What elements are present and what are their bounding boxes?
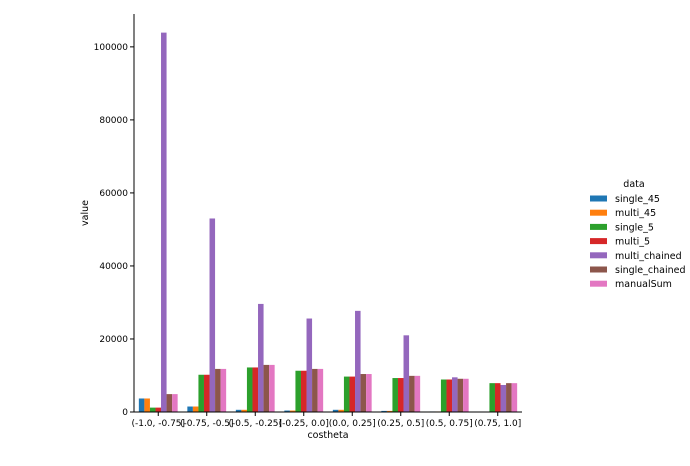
legend-swatch-multi_chained xyxy=(590,252,607,259)
x-ticks: (-1.0, -0.75](-0.75, -0.5](-0.5, -0.25](… xyxy=(131,412,521,429)
y-tick-label: 80000 xyxy=(99,116,128,126)
x-tick-label: (-0.25, 0.0] xyxy=(279,419,329,429)
bar-single_5 xyxy=(246,367,253,412)
y-tick-label: 100000 xyxy=(94,43,129,53)
bar-multi_chained xyxy=(452,377,458,412)
x-tick-label: (-1.0, -0.75] xyxy=(131,419,185,429)
bar-single_chained xyxy=(312,368,318,412)
bar-multi_chained xyxy=(209,218,216,412)
bar-manualSum xyxy=(414,375,421,412)
legend-label: multi_45 xyxy=(615,208,656,219)
bar-multi_chained xyxy=(306,318,313,412)
bar-single_chained xyxy=(215,368,221,412)
y-tick-label: 0 xyxy=(122,408,128,418)
legend-label: manualSum xyxy=(615,279,672,290)
y-ticks: 0 20000 40000 60000 80000 100000 xyxy=(94,43,134,418)
bar-single_5 xyxy=(440,379,447,412)
legend-title: data xyxy=(623,179,644,190)
legend-swatch-manualSum xyxy=(590,280,607,287)
legend-swatch-multi_45 xyxy=(590,209,607,216)
legend: data single_45 multi_45 single_5 multi_5mul… xyxy=(590,179,685,290)
bar-single_5 xyxy=(392,378,398,412)
bar-single_45 xyxy=(235,409,242,412)
bar-single_chained xyxy=(263,364,270,412)
legend-swatch-multi_5 xyxy=(590,238,607,245)
axes xyxy=(133,14,522,413)
y-axis-label: value xyxy=(80,200,91,226)
bar-multi_45 xyxy=(241,409,247,412)
bar-single_45 xyxy=(138,398,145,412)
bar-multi_chained xyxy=(258,303,264,412)
legend-swatch-single_5 xyxy=(590,223,607,230)
bar-single_5 xyxy=(295,370,301,412)
bar-multi_45 xyxy=(289,410,296,412)
x-tick-label: (-0.75, -0.5] xyxy=(180,419,234,429)
bar-manualSum xyxy=(317,368,324,412)
x-tick-label: (0.5, 0.75] xyxy=(426,419,473,429)
legend-swatch-single_45 xyxy=(590,195,607,202)
bar-multi_45 xyxy=(144,398,150,412)
bars xyxy=(138,32,518,413)
bar-single_chained xyxy=(360,374,367,412)
bar-manualSum xyxy=(511,383,518,412)
bar-single_45 xyxy=(332,409,339,412)
bar-single_chained xyxy=(409,375,415,412)
bar-single_5 xyxy=(149,407,156,412)
legend-label: single_45 xyxy=(615,194,660,205)
bar-multi_chained xyxy=(500,384,507,412)
bar-multi_5 xyxy=(349,376,356,412)
bar-single_45 xyxy=(187,406,193,412)
bar-multi_5 xyxy=(300,370,307,412)
bar-manualSum xyxy=(220,368,227,412)
x-tick-label: (-0.5, -0.25] xyxy=(228,419,282,429)
x-axis-label: costheta xyxy=(307,430,348,441)
bar-multi_5 xyxy=(252,367,259,412)
x-tick-label: (0.75, 1.0] xyxy=(474,419,521,429)
bar-single_chained xyxy=(166,394,173,412)
bar-single_5 xyxy=(343,376,350,412)
bar-manualSum xyxy=(463,378,469,412)
y-tick-label: 60000 xyxy=(99,189,128,199)
bar-multi_chained xyxy=(403,335,410,412)
bar-multi_5 xyxy=(446,379,453,412)
legend-swatch-single_chained xyxy=(590,266,607,273)
bar-multi_45 xyxy=(386,410,393,412)
x-tick-label: (0.25, 0.5] xyxy=(377,419,424,429)
bar-single_chained xyxy=(506,383,512,412)
legend-label: single_5 xyxy=(615,222,654,233)
bar-multi_5 xyxy=(155,407,162,412)
bar-single_45 xyxy=(284,410,290,412)
y-tick-label: 20000 xyxy=(99,335,128,345)
bar-single_chained xyxy=(457,378,464,412)
bar-multi_chained xyxy=(161,32,167,413)
bar-manualSum xyxy=(172,394,178,412)
bar-multi_chained xyxy=(355,310,361,412)
y-tick-label: 40000 xyxy=(99,262,128,272)
legend-label: multi_chained xyxy=(615,251,682,262)
bar-multi_5 xyxy=(397,378,404,412)
legend-label: multi_5 xyxy=(615,237,650,248)
bar-manualSum xyxy=(366,374,372,412)
bar-manualSum xyxy=(269,364,275,412)
legend-label: single_chained xyxy=(615,265,685,276)
bar-multi_5 xyxy=(203,374,210,412)
bar-multi_5 xyxy=(494,383,501,412)
bar-single_45 xyxy=(381,410,387,412)
bar-multi_45 xyxy=(192,406,199,412)
bar-single_5 xyxy=(198,374,204,412)
bar-single_5 xyxy=(489,383,495,412)
bar-multi_45 xyxy=(338,409,344,412)
x-tick-label: (0.0, 0.25] xyxy=(329,419,376,429)
